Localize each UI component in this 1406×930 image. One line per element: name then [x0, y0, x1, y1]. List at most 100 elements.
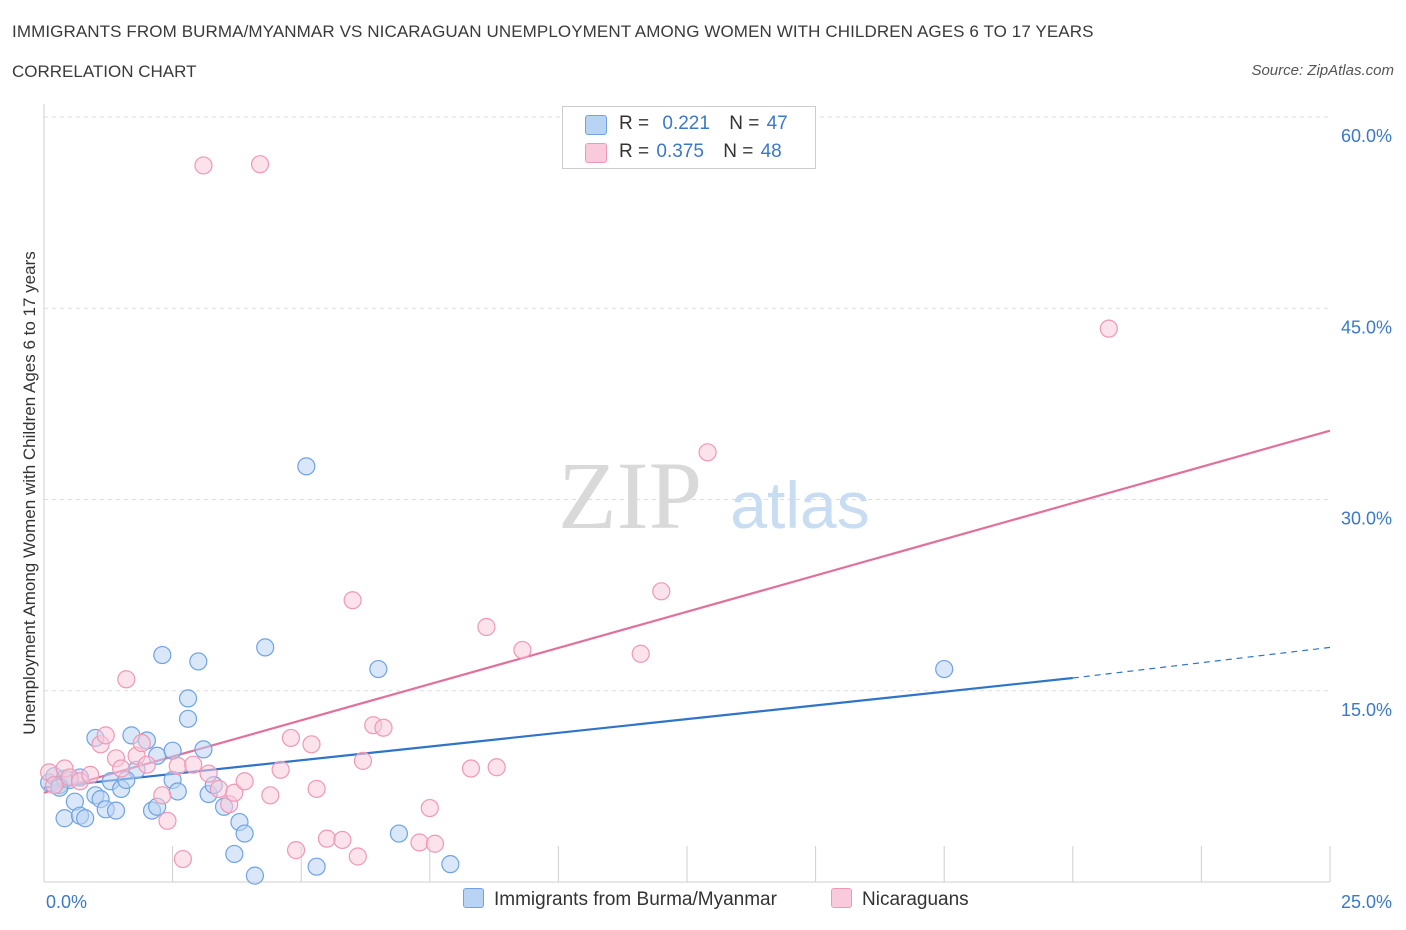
trend-line-nicaraguans: [43, 429, 1331, 794]
nicaraguan-point: [225, 783, 244, 802]
legend-row-burma: R = 0.221 N = 47: [563, 111, 813, 139]
watermark-atlas: atlas: [730, 468, 869, 542]
trend-line-burma-extension: [1072, 646, 1331, 679]
legend-row-nicaraguans: R = 0.375 N = 48: [563, 139, 813, 167]
nicaraguan-point: [425, 834, 445, 853]
burma-point: [307, 857, 326, 876]
nicaraguan-point: [652, 582, 671, 601]
nicaraguan-point: [281, 728, 301, 748]
axes: [43, 104, 1331, 883]
burma-point: [76, 809, 95, 828]
burma-point: [441, 855, 460, 874]
burma-point: [245, 866, 265, 885]
y-tick-label: 60.0%: [1341, 126, 1392, 146]
nicaraguan-point: [184, 755, 203, 774]
nicaraguan-point: [168, 756, 187, 776]
nicaraguan-point: [631, 644, 650, 663]
chart-title: IMMIGRANTS FROM BURMA/MYANMAR VS NICARAG…: [12, 22, 1094, 41]
series-legend-burma: Immigrants from Burma/Myanmar: [463, 888, 777, 916]
burma-point: [163, 741, 182, 760]
series-swatch-burma: [463, 888, 484, 908]
nicaraguan-point: [173, 849, 192, 869]
source-credit: Source: ZipAtlas.com: [1251, 62, 1394, 79]
legend-r-value-burma: 0.221: [662, 113, 710, 134]
nicaraguan-point: [81, 765, 100, 785]
nicaraguan-point: [410, 833, 429, 852]
burma-point: [55, 809, 74, 828]
nicaraguan-point: [420, 798, 439, 818]
legend-n-label: N =: [729, 113, 760, 134]
series-swatch-nicaraguans: [831, 888, 852, 908]
nicaraguan-point: [261, 786, 280, 805]
data-points: [40, 155, 1118, 885]
burma-point: [168, 782, 187, 801]
series-label-nicaraguans: Nicaraguans: [862, 889, 969, 910]
nicaraguan-point: [513, 640, 532, 660]
legend-n-value-nicaraguans: 48: [760, 141, 782, 162]
nicaraguan-point: [698, 443, 717, 462]
nicaraguan-point: [374, 718, 393, 737]
burma-point: [235, 824, 254, 843]
nicaraguan-point: [317, 829, 337, 848]
legend-swatch-burma: [585, 115, 607, 135]
nicaraguan-point: [250, 155, 270, 174]
nicaraguan-point: [333, 830, 352, 850]
nicaraguan-point: [286, 841, 306, 860]
y-tick-label: 45.0%: [1341, 317, 1392, 337]
legend-n-value-burma: 47: [766, 113, 788, 134]
burma-point: [369, 659, 388, 679]
burma-point: [389, 824, 409, 843]
legend-n-label: N =: [723, 141, 754, 162]
burma-point: [225, 844, 244, 864]
nicaraguan-point: [348, 847, 367, 866]
nicaraguan-point: [194, 156, 213, 175]
burma-point: [178, 689, 198, 708]
nicaraguan-point: [137, 755, 156, 774]
x-tick-label: 0.0%: [46, 892, 87, 912]
nicaraguan-point: [302, 735, 321, 754]
legend-swatch-nicaraguans: [585, 143, 607, 163]
tick-labels: 15.0% 30.0% 45.0% 60.0% 0.0% 25.0%: [46, 126, 1392, 912]
burma-point: [153, 645, 172, 665]
correlation-legend: R = 0.221 N = 47 R = 0.375 N = 48: [562, 106, 816, 169]
nicaraguan-point: [307, 779, 326, 799]
watermark-zip: ZIP: [558, 442, 702, 549]
nicaraguan-point: [117, 670, 136, 689]
nicaraguan-point: [487, 758, 506, 777]
x-tick-label: 25.0%: [1341, 892, 1392, 912]
legend-r-value-nicaraguans: 0.375: [656, 141, 704, 162]
nicaraguan-point: [45, 775, 64, 795]
nicaraguan-point: [343, 591, 362, 610]
burma-point: [178, 709, 198, 728]
burma-point: [189, 652, 208, 671]
nicaraguan-point: [199, 764, 218, 783]
series-legend-nicaraguans: Nicaraguans: [831, 888, 969, 916]
nicaraguan-point: [477, 617, 496, 637]
y-tick-label: 30.0%: [1341, 509, 1392, 529]
nicaraguan-point: [353, 751, 373, 770]
burma-point: [256, 638, 275, 657]
nicaraguan-point: [112, 759, 131, 778]
burma-point: [194, 740, 213, 759]
nicaraguan-point: [1099, 319, 1118, 338]
y-axis-label: Unemployment Among Women with Children A…: [20, 251, 39, 735]
burma-point: [106, 801, 126, 820]
nicaraguan-point: [209, 779, 228, 799]
legend-r-label: R =: [619, 141, 650, 162]
y-tick-label: 15.0%: [1341, 700, 1392, 720]
series-label-burma: Immigrants from Burma/Myanmar: [494, 889, 777, 910]
nicaraguan-point: [271, 760, 290, 779]
grid-lines: [44, 116, 1330, 692]
watermark: ZIP atlas: [558, 442, 870, 549]
nicaraguan-point: [235, 772, 254, 791]
nicaraguan-point: [96, 726, 115, 745]
burma-point: [297, 457, 316, 476]
nicaraguan-point: [461, 759, 481, 778]
burma-point: [935, 659, 954, 679]
chart-subtitle: CORRELATION CHART: [12, 62, 197, 81]
nicaraguan-point: [132, 733, 151, 753]
legend-r-label: R =: [619, 113, 650, 134]
nicaraguan-point: [153, 786, 172, 805]
nicaraguan-point: [158, 811, 177, 830]
